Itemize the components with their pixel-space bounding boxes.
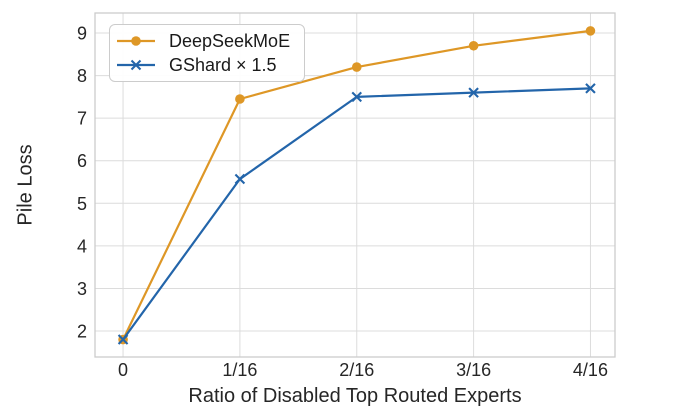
legend-label-gshard: GShard × 1.5: [169, 54, 277, 75]
data-point-x-marker: [234, 173, 246, 185]
legend-item-deepseekmoe: DeepSeekMoE: [116, 29, 290, 53]
data-point-x-marker: [468, 87, 479, 98]
data-point-circle-marker: [468, 40, 479, 51]
y-tick-label: 6: [77, 151, 87, 171]
legend-label-deepseekmoe: DeepSeekMoE: [169, 30, 291, 51]
x-tick-label: 1/16: [222, 360, 257, 380]
data-point-x-marker: [585, 83, 596, 94]
x-tick-label: 3/16: [456, 360, 491, 380]
legend-line-circle-icon: [117, 36, 155, 46]
x-axis-title: Ratio of Disabled Top Routed Experts: [188, 385, 522, 407]
data-point-circle-marker: [585, 26, 596, 36]
y-tick-label: 7: [77, 109, 87, 129]
y-tick-label: 8: [77, 66, 87, 86]
y-tick-label: 9: [77, 24, 87, 44]
y-axis-title: Pile Loss: [14, 144, 37, 226]
plot-border: [94, 12, 616, 358]
legend-line-x-icon: [117, 59, 155, 71]
x-tick-label: 0: [118, 360, 128, 380]
data-point-x-marker: [351, 91, 362, 103]
data-point-circle-marker: [235, 94, 245, 104]
y-tick-label: 3: [77, 279, 87, 299]
x-tick-label: 4/16: [573, 360, 608, 380]
data-point-x-marker: [117, 334, 129, 345]
data-point-circle-marker: [351, 62, 362, 72]
x-tick-label: 2/16: [339, 360, 374, 380]
legend: DeepSeekMoE GShard × 1.5: [109, 24, 306, 82]
y-tick-label: 4: [77, 236, 87, 256]
legend-item-gshard: GShard × 1.5: [116, 53, 290, 77]
y-tick-label: 5: [77, 194, 87, 214]
y-tick-label: 2: [77, 322, 87, 342]
